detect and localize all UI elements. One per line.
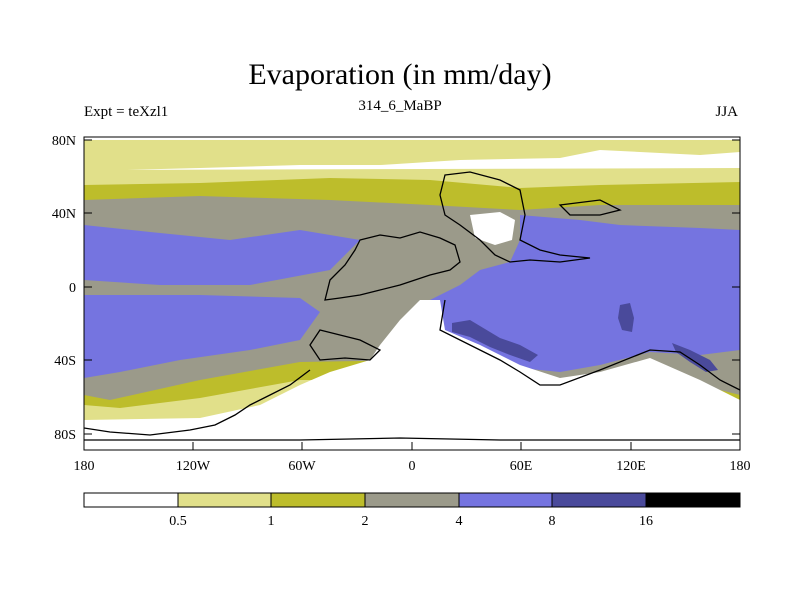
americas-coastline xyxy=(84,231,461,436)
lon-label-0: 0 xyxy=(409,459,416,474)
lat-label-80s: 80S xyxy=(54,428,76,443)
antarctic-coastline xyxy=(84,437,740,441)
colorbar-box-3 xyxy=(270,492,366,508)
lat-label-0: 0 xyxy=(69,281,76,296)
north-coastline xyxy=(558,199,622,216)
colorbar-label-8: 8 xyxy=(549,514,556,529)
colorbar-box-4 xyxy=(364,492,460,508)
lat-label-40n: 40N xyxy=(52,207,76,222)
eurafrica-coastline xyxy=(439,171,740,391)
period-label: 314_6_MaBP xyxy=(358,98,442,114)
season-label: JJA xyxy=(715,104,738,120)
colorbar-label-16: 16 xyxy=(639,514,653,529)
colorbar-box-7 xyxy=(645,492,741,508)
colorbar-box-5 xyxy=(458,492,553,508)
contour-8-to-16 xyxy=(452,303,718,372)
colorbar-label-2: 2 xyxy=(362,514,369,529)
lon-label-120w: 120W xyxy=(176,459,211,474)
map-title: Evaporation (in mm/day) xyxy=(248,58,552,91)
colorbar-box-6 xyxy=(551,492,647,508)
lon-label-60e: 60E xyxy=(510,459,533,474)
lon-ticks xyxy=(83,442,741,450)
coastlines xyxy=(84,171,740,441)
lon-label-180w: 180 xyxy=(74,459,95,474)
colorbar-label-0-5: 0.5 xyxy=(169,514,187,529)
colorbar-label-1: 1 xyxy=(268,514,275,529)
contour-north-white xyxy=(470,155,730,245)
contour-4-to-8 xyxy=(84,215,740,378)
contour-antarctic-white xyxy=(84,300,740,450)
lon-label-120e: 120E xyxy=(616,459,646,474)
colorbar-box-2 xyxy=(177,492,272,508)
experiment-label: Expt = teXzl1 xyxy=(84,104,169,120)
lat-label-80n: 80N xyxy=(52,134,76,149)
colorbar-label-4: 4 xyxy=(456,514,463,529)
colorbar xyxy=(83,492,741,508)
lat-ticks xyxy=(84,139,740,435)
lon-label-180e: 180 xyxy=(730,459,751,474)
colorbar-box-1 xyxy=(83,492,179,508)
evaporation-field xyxy=(84,137,740,450)
lon-label-60w: 60W xyxy=(288,459,316,474)
lat-label-40s: 40S xyxy=(54,354,76,369)
